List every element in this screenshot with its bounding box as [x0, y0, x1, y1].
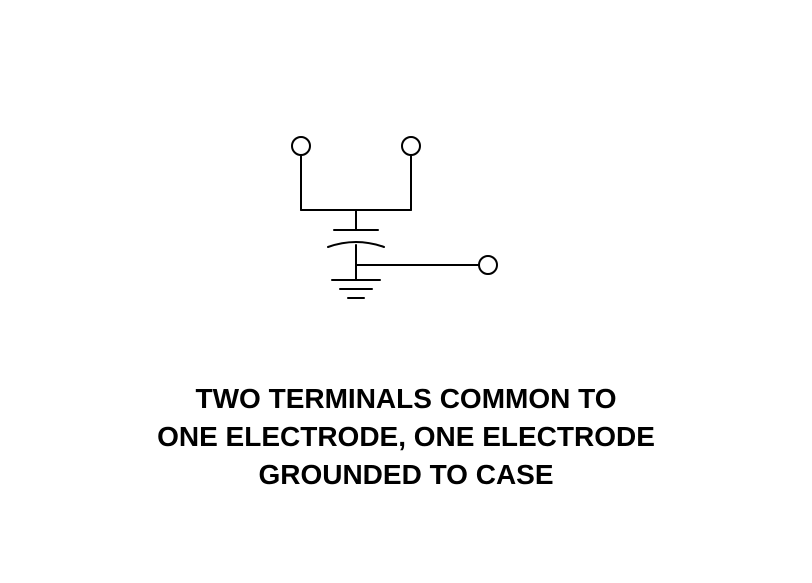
- terminal-bottom-right: [479, 256, 497, 274]
- caption-block: TWO TERMINALS COMMON TO ONE ELECTRODE, O…: [0, 380, 812, 493]
- caption-line-2: ONE ELECTRODE, ONE ELECTRODE: [0, 418, 812, 456]
- terminal-top-left: [292, 137, 310, 155]
- caption-line-3: GROUNDED TO CASE: [0, 456, 812, 494]
- schematic-diagram: [256, 130, 556, 330]
- caption-line-1: TWO TERMINALS COMMON TO: [0, 380, 812, 418]
- terminal-top-right: [402, 137, 420, 155]
- schematic-svg: [256, 130, 516, 320]
